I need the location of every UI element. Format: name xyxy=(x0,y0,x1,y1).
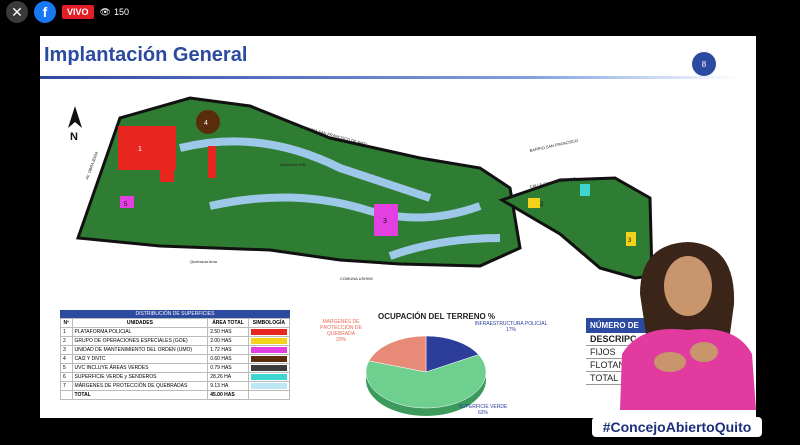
interpreter-video xyxy=(620,242,756,410)
svg-text:1: 1 xyxy=(138,146,142,153)
table-row: 5 UVC INCLUYE ÁREAS VERDES 0.79 HAS xyxy=(60,363,291,373)
svg-text:2: 2 xyxy=(540,202,544,208)
road-label: Quebrada Ama xyxy=(190,259,218,264)
svg-text:4: 4 xyxy=(204,120,208,127)
table-cell: 0.79 HAS xyxy=(207,363,249,373)
table-row: 3 UNIDAD DE MANTENIMIENTO DEL ORDEN (UMO)… xyxy=(60,345,291,355)
distribution-table: DISTRIBUCIÓN DE SUPERFICIES Nº UNIDADES … xyxy=(60,310,291,400)
compass-label: N xyxy=(70,131,78,143)
personnel-box: NÚMERO DE DESCRIPC FIJOS FLOTAN TOTAL xyxy=(586,318,756,388)
svg-text:3: 3 xyxy=(628,238,632,244)
box-row: FIJOS xyxy=(586,346,650,359)
col-header: UNIDADES xyxy=(71,318,209,328)
road-label: AV. OBRAJERÍA xyxy=(84,151,99,181)
svg-text:5: 5 xyxy=(124,202,128,208)
table-cell: 1.72 HAS xyxy=(207,345,249,355)
col-header: SIMBOLOGÍA xyxy=(247,318,291,328)
viewer-count: 👁 150 xyxy=(100,7,129,18)
table-row: 2 GRUPO DE OPERACIONES ESPECIALES (GOE) 2.… xyxy=(60,336,291,346)
live-badge: VIVO xyxy=(62,5,94,19)
box-header: NÚMERO DE xyxy=(586,318,650,333)
table-cell: PLATAFORMA POLICIAL xyxy=(71,327,209,337)
slide-title: Implantación General xyxy=(44,44,248,66)
total-label: TOTAL xyxy=(71,390,209,400)
table-cell: UNIDAD DE MANTENIMIENTO DEL ORDEN (UMO) xyxy=(71,345,209,355)
table-cell: 9.13 HA xyxy=(207,381,249,391)
close-icon[interactable]: ✕ xyxy=(6,1,28,23)
col-header: ÁREA TOTAL xyxy=(207,318,249,328)
lot-4 xyxy=(196,110,220,134)
pie-slice-0 xyxy=(425,335,480,373)
table-cell: 1 xyxy=(60,327,73,337)
table-cell: 28.26 HA xyxy=(207,372,249,382)
table-total-row: TOTAL 45.00 HAS xyxy=(60,390,291,400)
river-band xyxy=(179,137,432,202)
page-number: 8 xyxy=(692,52,716,76)
table-cell: SUPERFICIE VERDE y SENDEROS xyxy=(71,372,209,382)
legend-swatch xyxy=(247,381,291,391)
table-cell: 2 xyxy=(60,336,73,346)
table-cell: CAI2 Y DNTC xyxy=(71,354,209,364)
road-label: COMUNA USHIMI xyxy=(340,276,373,281)
title-underline xyxy=(40,76,740,79)
table-row: 6 SUPERFICIE VERDE y SENDEROS 28.26 HA xyxy=(60,372,291,382)
table-cell: UVC INCLUYE ÁREAS VERDES xyxy=(71,363,209,373)
box-row: DESCRIPC xyxy=(586,333,650,346)
legend-swatch xyxy=(247,336,291,346)
table-cell: 4 xyxy=(60,354,73,364)
table-cell: MÁRGENES DE PROTECCIÓN DE QUEBRADAS xyxy=(71,381,209,391)
lot-2 xyxy=(528,198,540,208)
box-row: FLOTAN xyxy=(586,359,650,372)
table-cell: 3 xyxy=(60,345,73,355)
presentation-slide: Implantación General 8 N 1 4 3 5 2 3 xyxy=(40,36,756,418)
pie-chart xyxy=(365,335,487,416)
col-header: Nº xyxy=(60,318,73,328)
table-cell: 5 xyxy=(60,363,73,373)
pie-slice-2 xyxy=(368,335,427,373)
legend-swatch xyxy=(247,327,291,337)
pie-slice-1 xyxy=(365,354,487,409)
table-title: DISTRIBUCIÓN DE SUPERFICIES xyxy=(60,310,290,318)
road-label: BARRIO SAN FRANCISCO xyxy=(529,138,578,153)
legend-swatch xyxy=(247,345,291,355)
compass-icon: N xyxy=(68,106,82,143)
viewer-count-value: 150 xyxy=(113,7,129,17)
river-band xyxy=(388,234,501,260)
box-row: TOTAL xyxy=(586,372,650,385)
table-cell: 6 xyxy=(60,372,73,382)
road-label: Quebrada S/N xyxy=(280,162,306,167)
slice-label-infra: INFRAESTRUCTURA POLICIAL 17% xyxy=(474,321,548,333)
hashtag-banner: #ConcejoAbiertoQuito xyxy=(592,417,762,437)
legend-swatch xyxy=(247,372,291,382)
total-area: 45.00 HAS xyxy=(207,390,249,400)
river-band xyxy=(209,193,482,222)
table-row: 7 MÁRGENES DE PROTECCIÓN DE QUEBRADAS 9.13… xyxy=(60,381,291,391)
facebook-icon: f xyxy=(34,1,56,23)
slice-label-green: SUPERFICIE VERDE 63% xyxy=(458,404,508,416)
legend-swatch xyxy=(247,363,291,373)
table-row: 1 PLATAFORMA POLICIAL 2.50 HAS xyxy=(60,327,291,337)
slice-label-margins: MARGENES DE PROTECCIÓN DE QUEBRADA 20% xyxy=(320,319,362,343)
chart-title: OCUPACIÓN DEL TERRENO % xyxy=(378,312,496,321)
lot-3 xyxy=(374,204,398,236)
legend-swatch xyxy=(247,354,291,364)
stream-topbar: ✕ f VIVO 👁 150 xyxy=(0,0,800,23)
svg-text:3: 3 xyxy=(383,218,387,225)
main-terrain xyxy=(75,96,522,268)
table-cell: 0.60 HAS xyxy=(207,354,249,364)
table-cell: 2.50 HAS xyxy=(207,327,249,337)
table-cell: GRUPO DE OPERACIONES ESPECIALES (GOE) xyxy=(71,336,209,346)
table-row: 4 CAI2 Y DNTC 0.60 HAS xyxy=(60,354,291,364)
table-cell: 7 xyxy=(60,381,73,391)
eye-icon: 👁 xyxy=(99,6,111,17)
table-cell: 2.00 HAS xyxy=(207,336,249,346)
